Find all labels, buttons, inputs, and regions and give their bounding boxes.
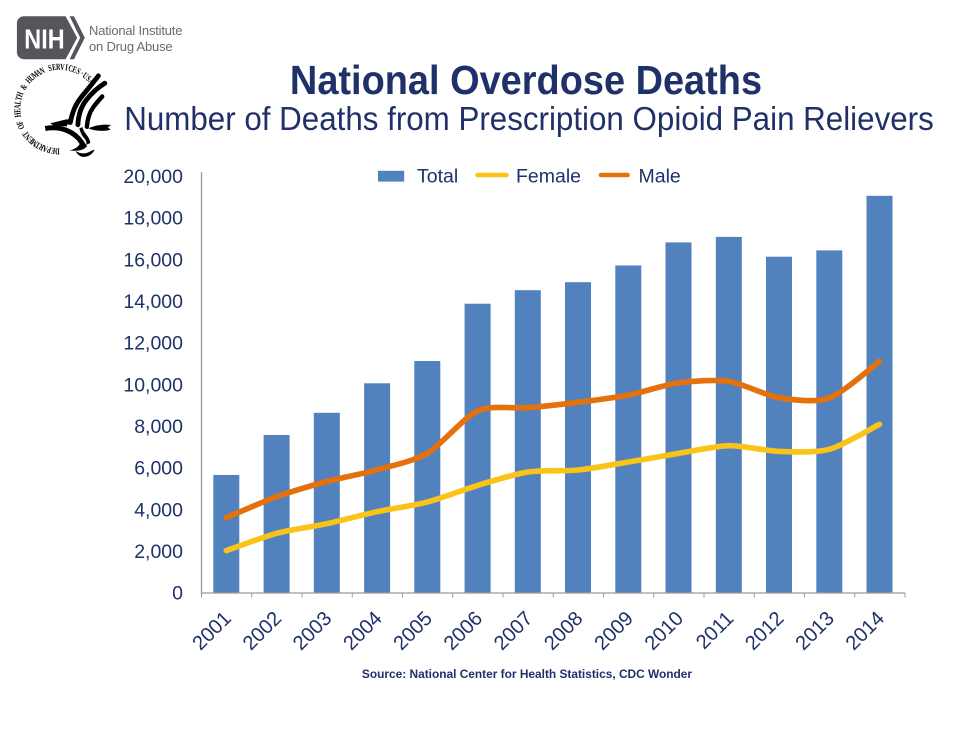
svg-text:E: E (50, 145, 56, 156)
svg-text:T: T (33, 139, 43, 151)
svg-text:Male: Male (639, 166, 681, 188)
svg-text:E: E (71, 64, 79, 75)
svg-text:E: E (12, 109, 23, 113)
svg-text:U: U (80, 70, 90, 81)
svg-text:18,000: 18,000 (123, 208, 183, 230)
svg-text:Female: Female (516, 166, 581, 188)
svg-text:2009: 2009 (591, 607, 638, 654)
svg-text:M: M (29, 69, 40, 81)
svg-text:6,000: 6,000 (134, 458, 183, 480)
svg-text:2010: 2010 (641, 607, 688, 654)
svg-text:0: 0 (172, 583, 183, 605)
svg-text:H: H (14, 90, 26, 98)
svg-text:R: R (56, 61, 61, 72)
svg-text:12,000: 12,000 (123, 333, 183, 355)
svg-text:N: N (38, 65, 47, 77)
svg-text:14,000: 14,000 (123, 291, 183, 313)
svg-text:2007: 2007 (490, 607, 537, 654)
svg-text:R: R (37, 141, 46, 153)
svg-text:A: A (12, 104, 23, 109)
svg-text:F: F (14, 119, 25, 126)
svg-text:S: S (47, 62, 53, 73)
svg-text:V: V (60, 62, 65, 73)
svg-text:4,000: 4,000 (134, 499, 183, 521)
svg-text:2011: 2011 (692, 607, 738, 653)
svg-text:A: A (34, 67, 43, 79)
svg-text:2,000: 2,000 (134, 541, 183, 563)
svg-text:L: L (12, 100, 23, 106)
svg-text:T: T (13, 94, 24, 101)
svg-text:O: O (15, 122, 27, 131)
svg-text:2014: 2014 (842, 607, 889, 654)
svg-text:H: H (23, 75, 34, 86)
svg-text:E: E (51, 62, 56, 73)
svg-text:D: D (55, 146, 60, 157)
svg-text:NIH: NIH (24, 23, 64, 54)
svg-text:20,000: 20,000 (123, 166, 183, 188)
svg-text:&: & (18, 82, 30, 92)
svg-text:T: T (20, 129, 31, 139)
svg-text:16,000: 16,000 (123, 249, 183, 271)
svg-text:S: S (75, 66, 83, 77)
svg-text:·: · (78, 68, 85, 78)
svg-text:10,000: 10,000 (123, 374, 183, 396)
svg-text:2002: 2002 (239, 607, 286, 654)
svg-text:U: U (27, 72, 38, 83)
svg-text:C: C (67, 63, 74, 74)
svg-text:8,000: 8,000 (134, 416, 183, 438)
svg-text:2012: 2012 (741, 607, 788, 654)
svg-text:Total: Total (417, 166, 458, 188)
svg-text:P: P (46, 144, 52, 155)
svg-text:H: H (12, 112, 23, 118)
svg-text:2001: 2001 (189, 607, 236, 654)
svg-text:2004: 2004 (339, 607, 386, 654)
svg-text:I: I (64, 62, 68, 73)
svg-text:2008: 2008 (540, 607, 587, 654)
svg-text:Source: National Center for He: Source: National Center for Health Stati… (362, 667, 693, 681)
svg-text:M: M (28, 137, 39, 149)
svg-text:S: S (84, 73, 94, 83)
svg-text:2005: 2005 (390, 607, 437, 654)
svg-text:2013: 2013 (792, 607, 839, 654)
svg-text:2006: 2006 (440, 607, 487, 654)
svg-text:N: N (22, 132, 33, 143)
svg-text:A: A (41, 143, 49, 155)
svg-text:2003: 2003 (289, 607, 336, 654)
svg-text:E: E (26, 135, 36, 146)
